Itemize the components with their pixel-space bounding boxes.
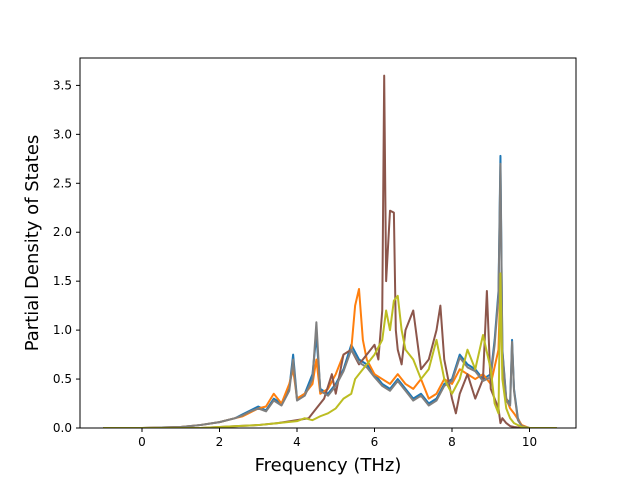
y-tick-label: 2.0: [53, 225, 72, 239]
plot-area-frame: [79, 57, 577, 429]
x-tick-label: 0: [138, 435, 146, 449]
x-axis-ticks: 0 2 4 6 8 10: [138, 428, 537, 449]
x-tick-label: 10: [522, 435, 537, 449]
y-tick-label: 3.5: [53, 78, 72, 92]
y-tick-label: 1.0: [53, 323, 72, 337]
x-axis-label: Frequency (THz): [255, 455, 402, 476]
y-tick-label: 2.5: [53, 176, 72, 190]
y-axis-ticks: 0.0 0.5 1.0 1.5 2.0 2.5 3.0 3.5: [53, 78, 80, 435]
series-line-4: [103, 162, 557, 428]
series-line-2: [103, 280, 557, 428]
series-layer: [103, 74, 557, 428]
plot-area-background: [80, 58, 576, 428]
x-tick-label: 8: [448, 435, 456, 449]
y-tick-label: 1.5: [53, 274, 72, 288]
y-tick-label: 0.5: [53, 372, 72, 386]
series-line-5: [103, 272, 557, 428]
y-tick-label: 0.0: [53, 421, 72, 435]
y-axis-label: Partial Density of States: [22, 135, 43, 352]
x-tick-label: 2: [216, 435, 224, 449]
x-tick-label: 4: [293, 435, 301, 449]
x-tick-label: 6: [371, 435, 379, 449]
y-tick-label: 3.0: [53, 127, 72, 141]
